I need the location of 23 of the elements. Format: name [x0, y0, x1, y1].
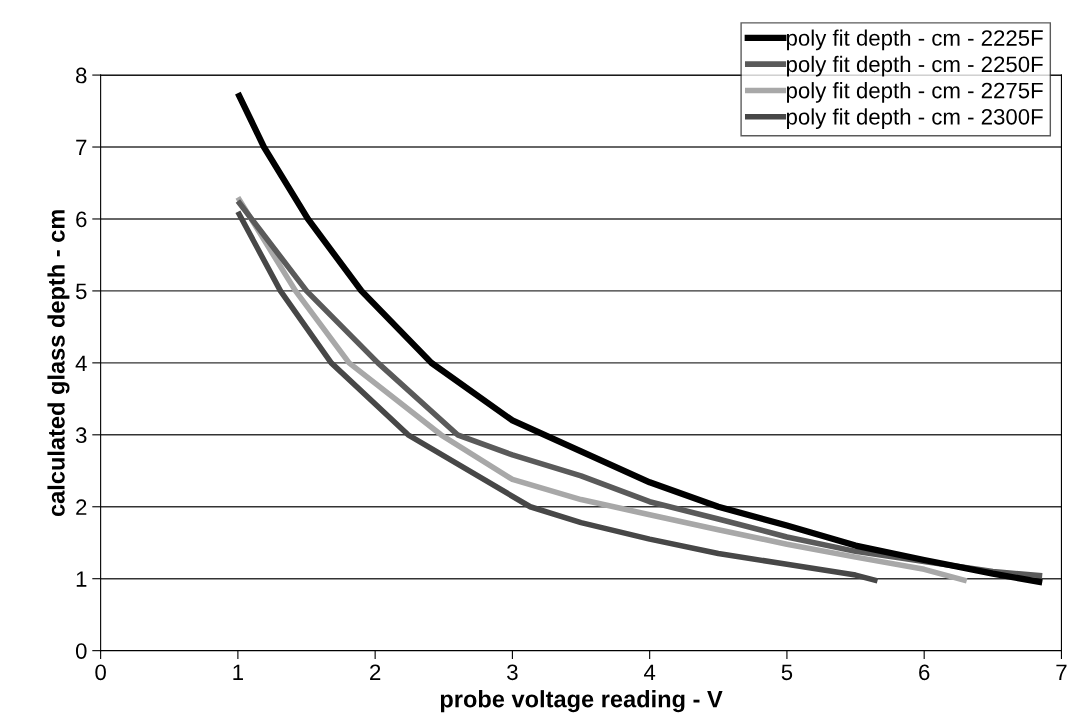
x-tick-label: 6	[919, 664, 930, 681]
y-tick-label: 7	[76, 139, 87, 156]
legend-label: poly fit depth - cm - 2275F	[786, 82, 1043, 103]
y-tick-label: 1	[76, 571, 87, 587]
x-tick-label: 2	[370, 664, 381, 680]
legend-label: poly fit depth - cm - 2225F	[786, 29, 1043, 51]
legend-label: poly fit depth - cm - 2300F	[786, 108, 1043, 130]
x-tick-label: 5	[781, 664, 793, 681]
x-tick-label: 1	[233, 664, 243, 680]
y-axis-title: calculated glass depth - cm	[47, 210, 70, 517]
y-tick-label: 6	[76, 211, 87, 228]
x-tick-label: 0	[95, 664, 106, 681]
legend-label: poly fit depth - cm - 2250F	[786, 55, 1043, 77]
y-tick-label: 0	[75, 643, 87, 659]
y-tick-label: 8	[76, 67, 87, 84]
x-tick-label: 3	[507, 664, 518, 681]
y-tick-label: 4	[75, 355, 87, 371]
x-tick-label: 4	[644, 664, 656, 680]
x-tick-label: 7	[1056, 664, 1067, 680]
y-tick-label: 5	[75, 283, 87, 300]
x-axis-title: probe voltage reading - V	[440, 690, 723, 713]
y-tick-label: 2	[76, 499, 87, 515]
y-tick-label: 3	[75, 427, 87, 444]
